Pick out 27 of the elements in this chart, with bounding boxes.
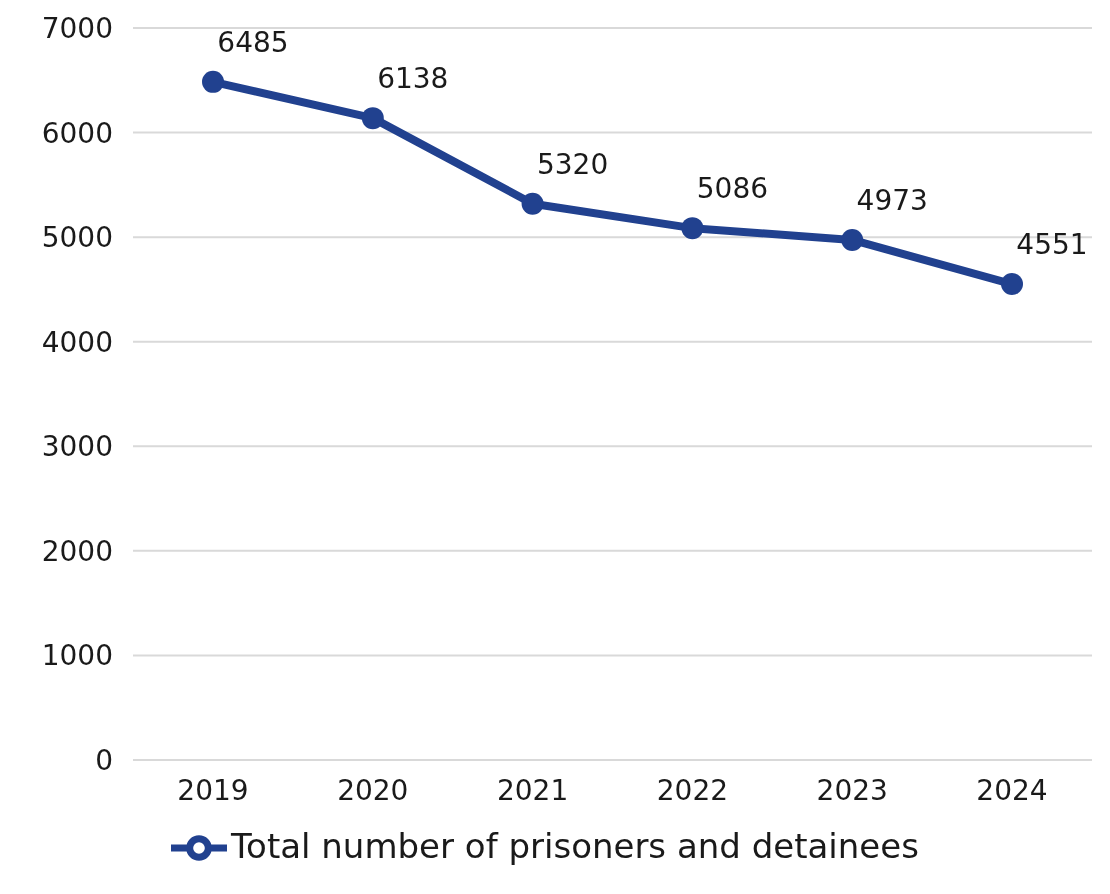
y-tick-label: 6000 (41, 116, 113, 150)
y-tick-label: 1000 (41, 639, 113, 673)
data-label: 6138 (377, 62, 449, 96)
x-tick-label: 2022 (656, 773, 729, 807)
y-tick-label: 0 (95, 743, 113, 777)
y-tick-label: 7000 (41, 11, 113, 45)
x-tick-label: 2024 (976, 773, 1048, 807)
x-tick-label: 2020 (337, 773, 409, 807)
point (202, 70, 224, 93)
data-label: 4551 (1016, 228, 1088, 262)
data-label: 5086 (696, 172, 769, 206)
legend-label: Total number of prisoners and detainees (231, 825, 919, 866)
x-tick-label: 2023 (816, 773, 888, 807)
data-label: 6485 (217, 25, 289, 59)
y-tick-label: 2000 (41, 534, 113, 568)
y-tick-label: 5000 (41, 221, 113, 255)
data-label: 5320 (536, 147, 609, 181)
y-tick-label: 4000 (41, 325, 113, 359)
point (681, 217, 704, 240)
point (1001, 273, 1023, 296)
x-tick-label: 2021 (496, 773, 569, 807)
y-tick-label: 3000 (41, 430, 113, 464)
point (361, 107, 384, 130)
data-label: 4973 (856, 183, 928, 217)
point (841, 228, 864, 251)
point (521, 192, 544, 215)
x-tick-label: 2019 (177, 773, 249, 807)
